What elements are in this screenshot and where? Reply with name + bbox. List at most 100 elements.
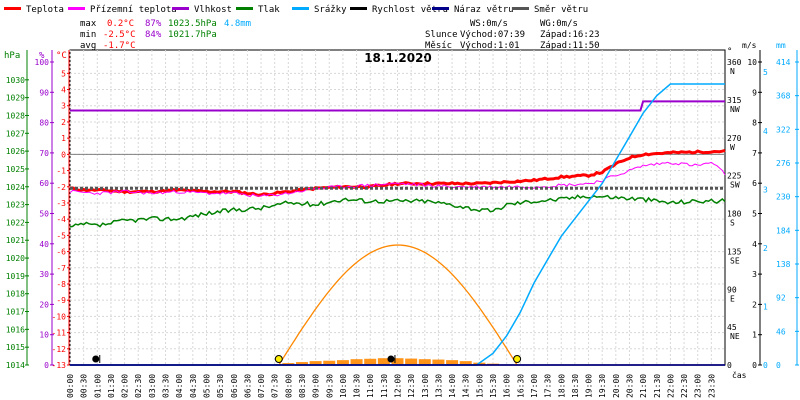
solar-bar	[295, 362, 308, 365]
temperature-tick-label: 0	[61, 150, 66, 159]
temperature-tick-label: 5	[61, 69, 66, 78]
temperature-tick-label: 3	[61, 102, 66, 111]
rain-tick-label: 230	[776, 193, 791, 202]
time-tick-label: 14:00	[448, 374, 457, 398]
pressure-tick-label: 1027	[6, 129, 25, 138]
pressure-tick-label: 1025	[6, 165, 25, 174]
rain-tick-label: 92	[776, 294, 786, 303]
legend-swatch	[512, 7, 529, 10]
time-tick-label: 20:30	[625, 374, 634, 398]
time-tick-label: 09:30	[325, 374, 334, 398]
time-tick-label: 15:30	[489, 374, 498, 398]
rain-tick-label: 276	[776, 159, 791, 168]
stat-max-label: max	[80, 19, 97, 29]
wind-speed-tick-label: 5	[752, 210, 757, 219]
legend-swatch	[292, 7, 309, 10]
pressure-tick-label: 1017	[6, 308, 25, 317]
wind-speed-tick-label: 9	[752, 88, 757, 97]
time-axis: 00:00 00:30 01:00 01:30 02:00 02:30 03:00 03:30…	[66, 370, 747, 398]
temperature-unit: °C	[56, 51, 67, 61]
solar-bar	[350, 359, 363, 365]
time-tick-label: 04:30	[189, 374, 198, 398]
sun-moon-info: WS:0m/s WG:0m/s Slunce Východ:07:39 Zápa…	[425, 19, 600, 51]
chart-grid	[69, 49, 726, 366]
legend-label: Teplota	[26, 5, 64, 15]
temperature-tick-label: -13	[52, 361, 67, 370]
time-tick-label: 02:30	[134, 374, 143, 398]
stat-max-temp: 0.2°C	[107, 19, 134, 29]
direction-letter: E	[730, 294, 735, 303]
solar-bar	[432, 359, 445, 365]
solar-bar	[377, 358, 390, 365]
humidity-tick-label: 30	[39, 270, 49, 279]
temperature-tick-label: -11	[52, 329, 67, 338]
series-vlhkost	[70, 100, 725, 112]
rain-tick-label: 414	[776, 58, 791, 67]
pressure-tick-label: 1015	[6, 343, 25, 352]
legend-swatch	[432, 7, 449, 10]
time-tick-label: 12:30	[407, 374, 416, 398]
time-tick-label: 23:30	[707, 374, 716, 398]
time-tick-label: 19:00	[585, 374, 594, 398]
humidity-tick-label: 0	[44, 361, 49, 370]
direction-letter: NE	[730, 332, 740, 341]
series-tlak	[69, 194, 726, 228]
pressure-tick-label: 1019	[6, 272, 25, 281]
legend-label: Přízemní teplota	[90, 5, 177, 15]
pressure-tick-label: 1024	[6, 183, 25, 192]
sunrise-text: Východ:07:39	[460, 30, 525, 40]
legend-label: Vlhkost	[194, 5, 232, 15]
time-tick-label: 15:00	[475, 374, 484, 398]
time-tick-label: 00:00	[66, 374, 75, 398]
time-tick-label: 22:30	[680, 374, 689, 398]
sunrise-marker	[274, 355, 283, 363]
right-axes: °m/s mm360N315NW270W225SW180S135SE90E45NE…	[727, 41, 799, 370]
rain-tick-label: 138	[776, 260, 791, 269]
direction-tick-label: 360	[727, 58, 742, 67]
wind-speed-tick-label: 6	[752, 179, 757, 188]
time-tick-label: 05:30	[216, 374, 225, 398]
pressure-tick-label: 1029	[6, 94, 25, 103]
legend-swatch	[236, 7, 253, 10]
rain-mm-tick-label: 2	[763, 244, 768, 253]
humidity-unit: %	[39, 51, 45, 61]
solar-bar	[336, 360, 349, 365]
rain-tick-label: 46	[776, 327, 786, 336]
time-tick-label: 17:30	[544, 374, 553, 398]
pressure-tick-label: 1016	[6, 325, 25, 334]
rain-tick-label: 0	[776, 361, 781, 370]
stats-block: max 0.2°C 87% 1023.5hPa 4.8mm min -2.5°C…	[80, 19, 251, 51]
direction-tick-label: 225	[727, 172, 742, 181]
temperature-tick-label: 1	[61, 134, 66, 143]
rain-mm-tick-label: 0	[763, 361, 768, 370]
direction-letter: W	[730, 143, 735, 152]
temperature-tick-label: 4	[61, 86, 66, 95]
time-tick-label: 12:00	[394, 374, 403, 398]
solar-bar	[418, 359, 431, 365]
time-tick-label: 03:00	[148, 374, 157, 398]
temperature-tick-label: -1	[56, 167, 66, 176]
wind-speed-tick-label: 2	[752, 300, 757, 309]
direction-letter: SE	[730, 256, 740, 265]
wind-speed-tick-label: 1	[752, 331, 757, 340]
stat-min-temp: -2.5°C	[103, 30, 136, 40]
plot-area	[69, 83, 726, 366]
direction-tick-label: 45	[727, 323, 737, 332]
pressure-tick-label: 1021	[6, 236, 25, 245]
time-tick-label: 13:00	[421, 374, 430, 398]
time-tick-label: 21:00	[639, 374, 648, 398]
rain-tick-label: 368	[776, 92, 791, 101]
time-tick-label: 04:00	[175, 374, 184, 398]
temperature-tick-label: -10	[52, 312, 67, 321]
temperature-tick-label: -2	[56, 183, 66, 192]
time-tick-label: 07:30	[271, 374, 280, 398]
legend-label: Rychlost větru	[372, 5, 448, 15]
time-tick-label: 01:00	[93, 374, 102, 398]
time-tick-label: 23:00	[694, 374, 703, 398]
time-tick-label: 11:00	[366, 374, 375, 398]
pressure-tick-label: 1018	[6, 290, 25, 299]
pressure-tick-label: 1026	[6, 147, 25, 156]
stat-min-hum: 84%	[145, 30, 162, 40]
wind-speed-tick-label: 0	[752, 361, 757, 370]
temperature-tick-label: -8	[56, 280, 66, 289]
